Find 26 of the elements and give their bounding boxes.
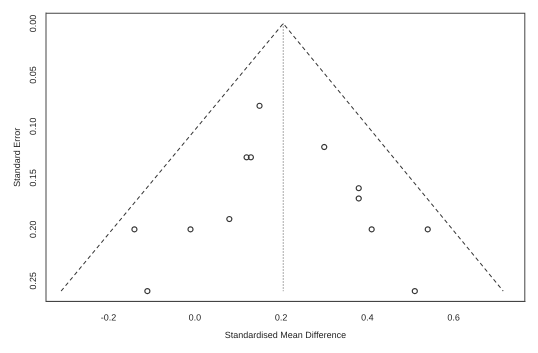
point	[187, 226, 194, 232]
point	[368, 226, 375, 232]
x-tick-label: 0.4	[361, 312, 374, 322]
point	[243, 154, 250, 160]
y-tick-label: 0.05	[28, 66, 38, 84]
x-axis-title: Standardised Mean Difference	[224, 330, 346, 340]
y-axis-title: Standard Error	[12, 128, 22, 187]
point	[412, 288, 418, 294]
x-tick-label: 0.0	[188, 312, 202, 322]
point	[321, 144, 328, 150]
point	[256, 102, 263, 109]
y-tick-label: 0.20	[28, 220, 38, 238]
point	[131, 226, 138, 232]
y-tick-label: 0.25	[28, 272, 38, 290]
point	[248, 154, 254, 160]
x-tick-label: -0.2	[100, 312, 116, 322]
point	[424, 226, 431, 232]
point	[356, 185, 362, 192]
point	[356, 195, 362, 202]
y-tick-label: 0.15	[28, 169, 38, 187]
point	[226, 216, 232, 222]
y-tick-label: 0.10	[28, 118, 38, 136]
x-tick-label: 0.6	[447, 312, 460, 322]
y-tick-label: 0.00	[28, 14, 38, 32]
x-tick-label: 0.2	[274, 312, 288, 322]
point	[144, 288, 150, 294]
